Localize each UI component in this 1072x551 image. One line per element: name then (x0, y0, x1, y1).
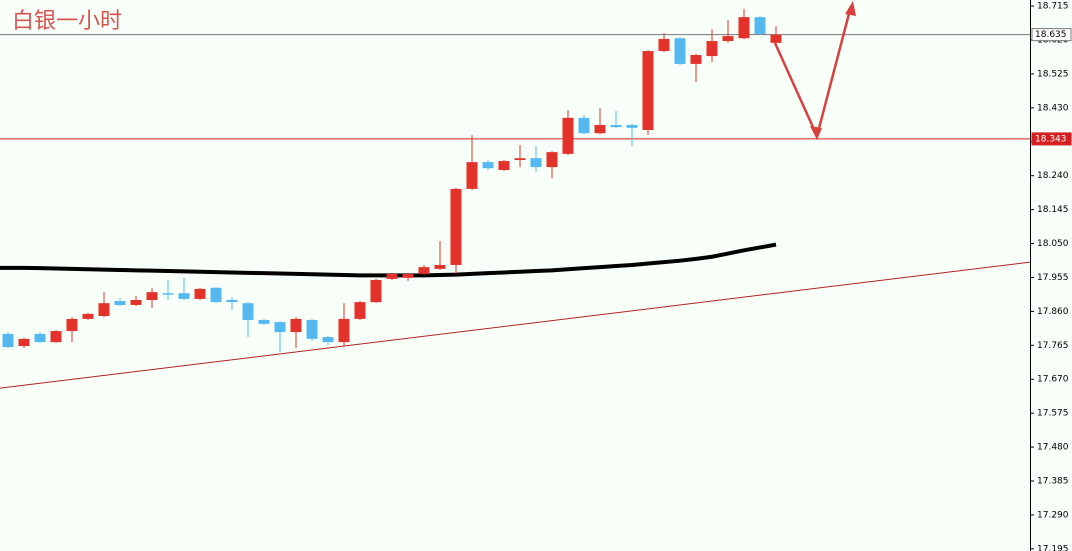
y-tick-label: 17.290 (1037, 510, 1069, 520)
candle-body (146, 292, 158, 300)
candle-body (242, 303, 254, 320)
candle-body (274, 322, 286, 333)
candle-body (386, 273, 398, 279)
candle-body (626, 124, 638, 128)
y-tick-label: 18.240 (1037, 171, 1069, 181)
candle-body (178, 293, 190, 299)
candle-body (50, 331, 62, 343)
arrow-head (845, 1, 856, 16)
candle-body (354, 302, 366, 319)
y-tick-label: 17.575 (1037, 409, 1069, 419)
candle-body (306, 319, 318, 339)
candle-body (706, 41, 718, 57)
price-label-box (1031, 28, 1072, 42)
candle-body (370, 279, 382, 303)
candle-body (18, 338, 30, 347)
candle-body (162, 293, 174, 295)
candle-body (402, 273, 414, 278)
candle-body (66, 318, 78, 332)
y-tick-label: 17.860 (1037, 307, 1069, 317)
candle-body (434, 264, 446, 269)
candle-body (722, 36, 734, 42)
candle-body (770, 34, 782, 43)
y-tick-label: 18.050 (1037, 239, 1069, 249)
candle-body (674, 38, 686, 64)
candle-body (738, 17, 750, 39)
candle-body (594, 124, 606, 134)
y-tick-label: 18.715 (1037, 2, 1069, 12)
candle-body (34, 333, 46, 343)
price-label: 18.343 (1035, 134, 1067, 144)
trend-line (0, 261, 1031, 389)
candle-body (466, 162, 478, 189)
y-tick-label: 18.145 (1037, 205, 1069, 215)
price-label-box (1031, 132, 1072, 146)
candle-body (530, 158, 542, 168)
candle-body (98, 303, 110, 317)
chart-title: 白银一小时 (12, 9, 122, 34)
candle-body (130, 299, 142, 305)
candle-body (210, 287, 222, 303)
candle-body (2, 333, 14, 348)
y-tick-label: 17.955 (1037, 273, 1069, 283)
candle-body (418, 267, 430, 274)
candle-body (290, 318, 302, 333)
candle-body (610, 124, 622, 128)
price-label: 18.635 (1035, 30, 1067, 40)
candle-body (226, 299, 238, 303)
y-tick-label: 18.430 (1037, 103, 1069, 113)
candle-body (562, 117, 574, 154)
plot-area (0, 8, 1031, 389)
candle-body (578, 117, 590, 134)
candle-body (114, 301, 126, 305)
y-tick-label: 17.480 (1037, 443, 1069, 453)
candle-body (322, 337, 334, 343)
candle-body (258, 319, 270, 324)
candle-body (514, 158, 526, 160)
y-tick-label: 17.670 (1037, 375, 1069, 385)
candle-body (658, 38, 670, 52)
candle-body (642, 51, 654, 130)
candle-body (450, 188, 462, 265)
candle-body (754, 17, 766, 34)
candle-body (82, 313, 94, 319)
arrow-head (810, 126, 822, 140)
candle-body (338, 318, 350, 343)
candle-body (546, 152, 558, 168)
candle-body (498, 161, 510, 170)
y-tick-label: 17.765 (1037, 341, 1069, 351)
candle-body (482, 162, 494, 169)
y-tick-label: 18.525 (1037, 69, 1069, 79)
candle-body (690, 54, 702, 64)
y-tick-label: 17.385 (1037, 477, 1069, 487)
candle-body (194, 288, 206, 299)
y-tick-label: 17.195 (1037, 544, 1069, 551)
